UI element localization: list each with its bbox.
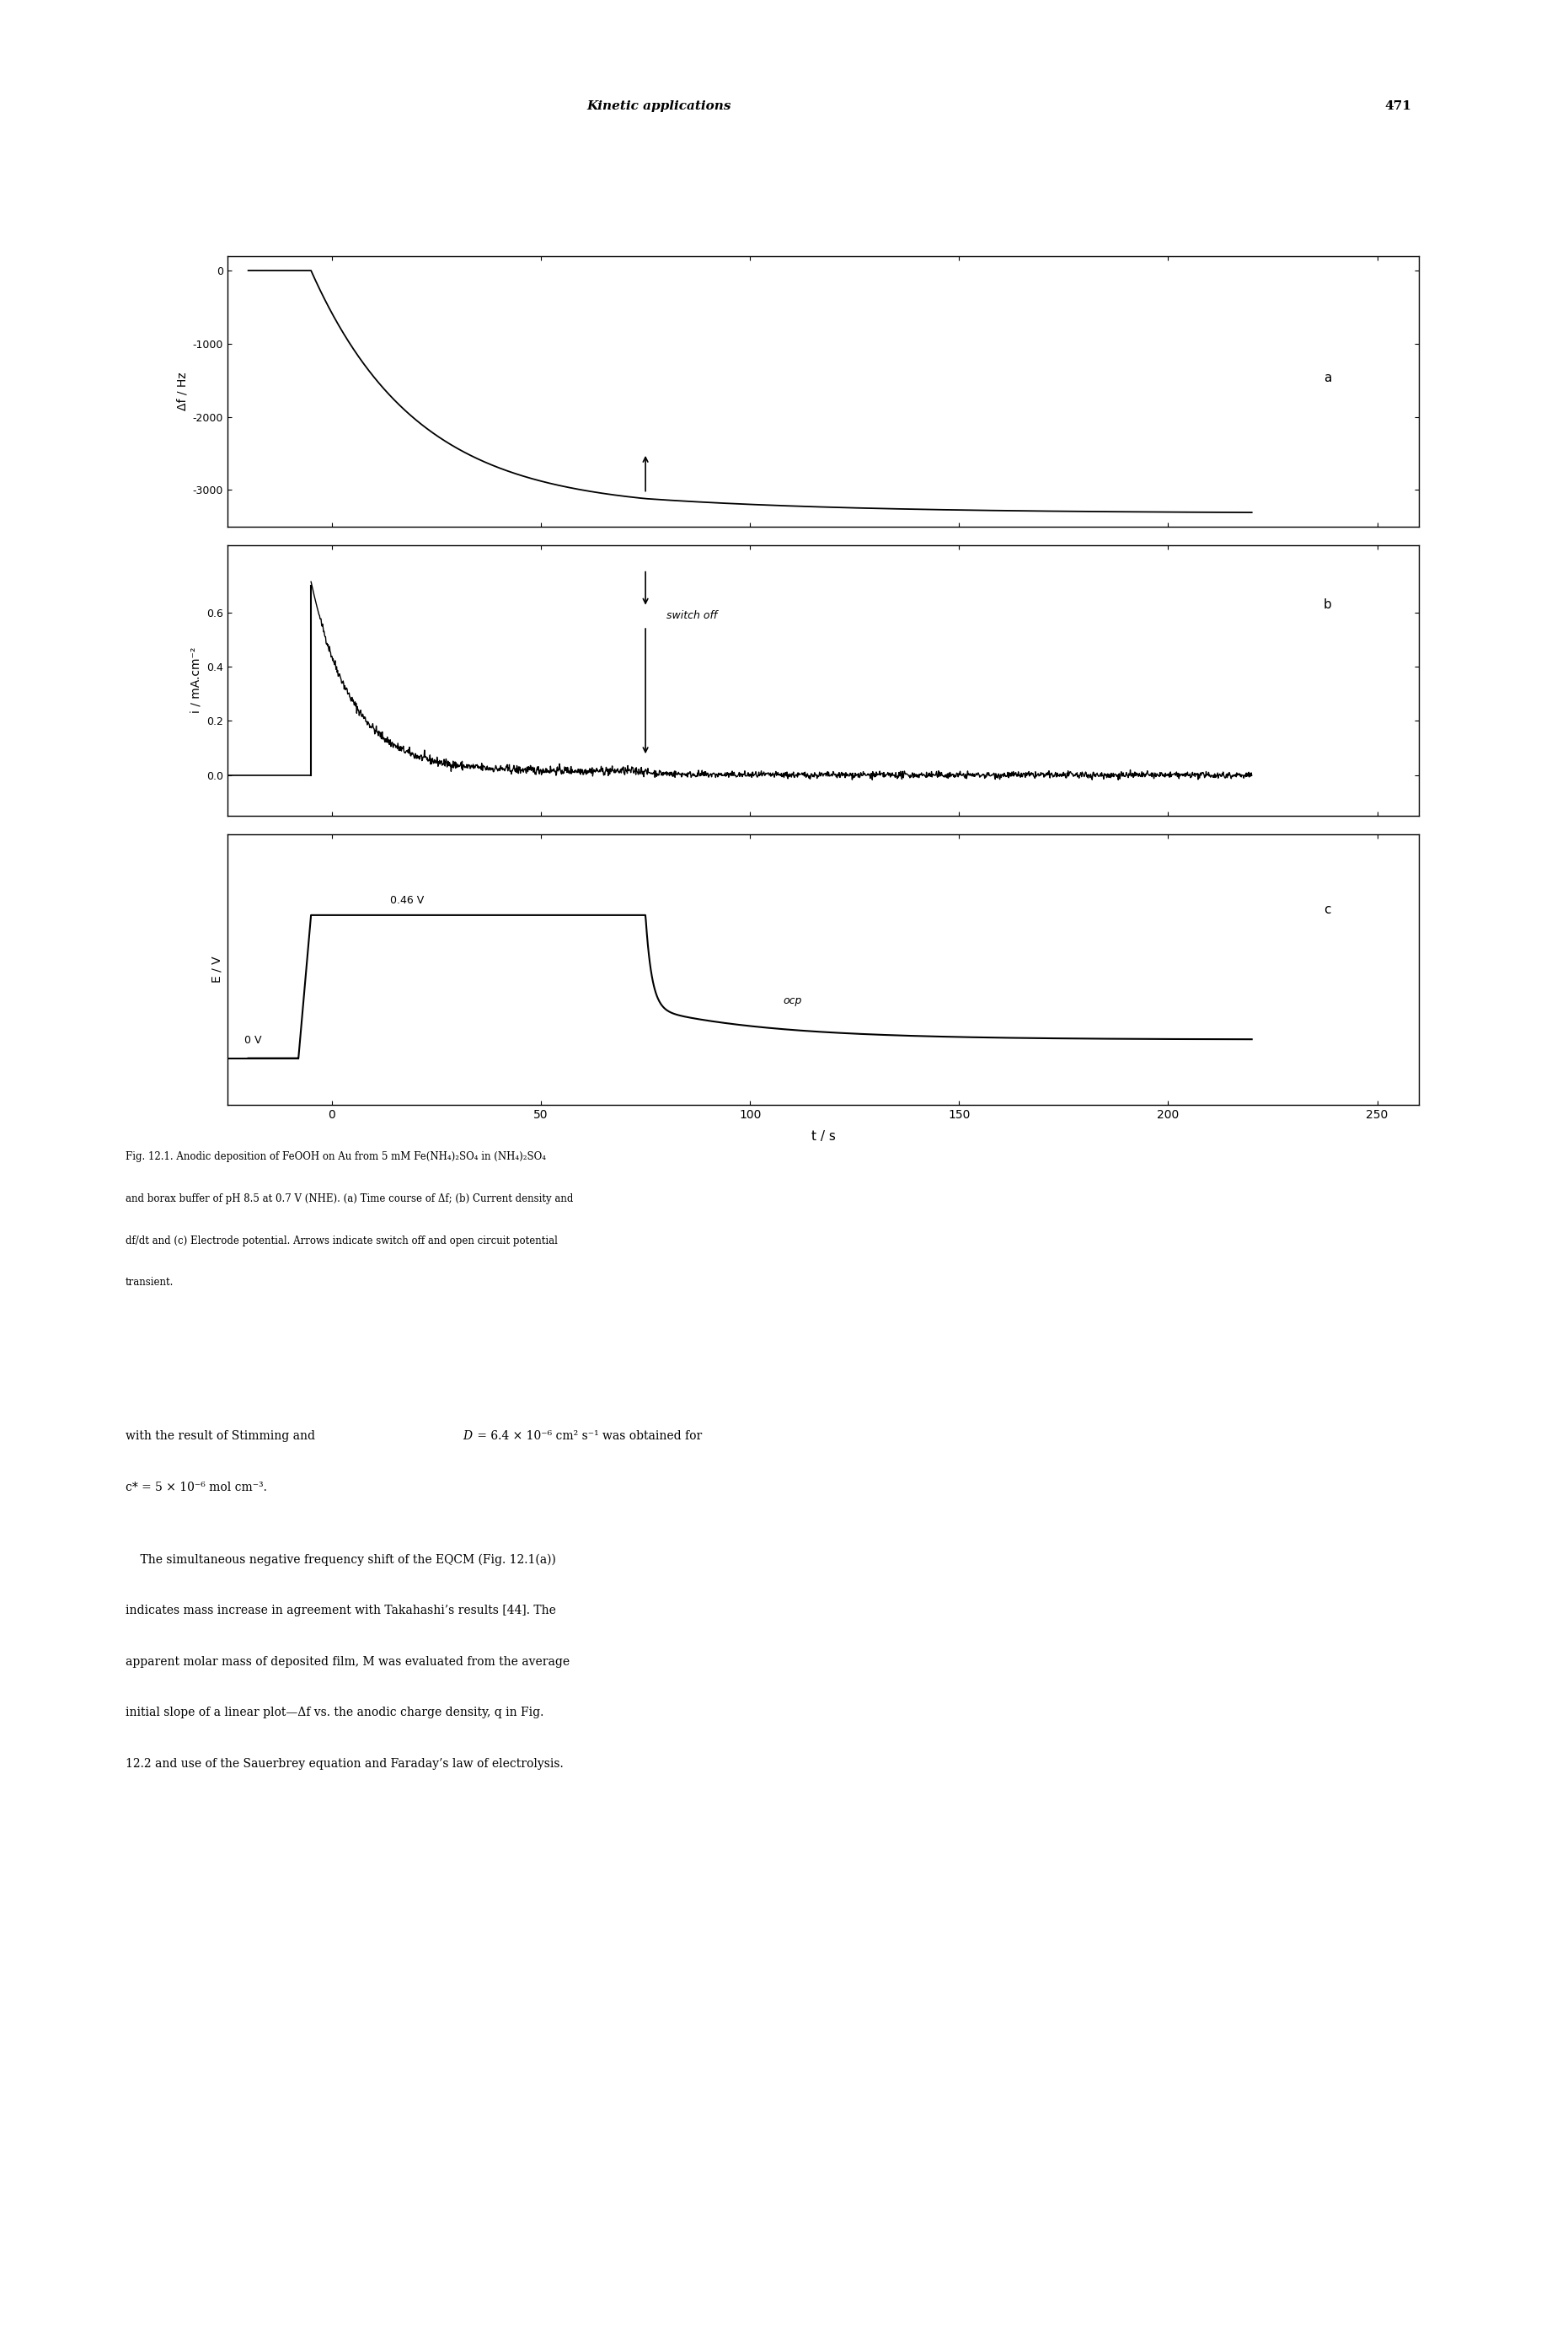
Text: Fig. 12.1. Anodic deposition of FeOOH on Au from 5 mM Fe(NH₄)₂SO₄ in (NH₄)₂SO₄: Fig. 12.1. Anodic deposition of FeOOH on… bbox=[125, 1151, 546, 1163]
Text: initial slope of a linear plot—Δf vs. the anodic charge density, q in Fig.: initial slope of a linear plot—Δf vs. th… bbox=[125, 1707, 544, 1719]
Y-axis label: E / V: E / V bbox=[210, 956, 223, 984]
Text: 471: 471 bbox=[1385, 100, 1411, 112]
Text: c* = 5 × 10⁻⁶ mol cm⁻³.: c* = 5 × 10⁻⁶ mol cm⁻³. bbox=[125, 1482, 267, 1493]
Text: Kinetic applications: Kinetic applications bbox=[586, 100, 731, 112]
Text: switch off: switch off bbox=[666, 609, 717, 621]
Text: transient.: transient. bbox=[125, 1277, 174, 1289]
Text: b: b bbox=[1323, 598, 1331, 612]
Text: a: a bbox=[1323, 372, 1331, 384]
Text: c: c bbox=[1323, 905, 1331, 916]
Text: indicates mass increase in agreement with Takahashi’s results [44]. The: indicates mass increase in agreement wit… bbox=[125, 1605, 557, 1617]
X-axis label: t / s: t / s bbox=[811, 1130, 836, 1142]
Text: ocp: ocp bbox=[784, 996, 803, 1007]
Text: = 6.4 × 10⁻⁶ cm² s⁻¹ was obtained for: = 6.4 × 10⁻⁶ cm² s⁻¹ was obtained for bbox=[474, 1430, 702, 1442]
Text: apparent molar mass of deposited film, M was evaluated from the average: apparent molar mass of deposited film, M… bbox=[125, 1656, 569, 1668]
Text: 0 V: 0 V bbox=[245, 1035, 262, 1047]
Y-axis label: i / mA.cm⁻²: i / mA.cm⁻² bbox=[190, 647, 202, 714]
Text: The simultaneous negative frequency shift of the EQCM (Fig. 12.1(a)): The simultaneous negative frequency shif… bbox=[125, 1554, 557, 1565]
Text: df/dt and (c) Electrode potential. Arrows indicate switch off and open circuit p: df/dt and (c) Electrode potential. Arrow… bbox=[125, 1235, 558, 1247]
Text: and borax buffer of pH 8.5 at 0.7 V (NHE). (a) Time course of Δf; (b) Current de: and borax buffer of pH 8.5 at 0.7 V (NHE… bbox=[125, 1193, 574, 1205]
Y-axis label: Δf / Hz: Δf / Hz bbox=[176, 372, 188, 409]
Text: with the result of Stimming and: with the result of Stimming and bbox=[125, 1430, 318, 1442]
Text: 0.46 V: 0.46 V bbox=[390, 896, 425, 905]
Text: D: D bbox=[463, 1430, 472, 1442]
Text: 12.2 and use of the Sauerbrey equation and Faraday’s law of electrolysis.: 12.2 and use of the Sauerbrey equation a… bbox=[125, 1758, 563, 1770]
